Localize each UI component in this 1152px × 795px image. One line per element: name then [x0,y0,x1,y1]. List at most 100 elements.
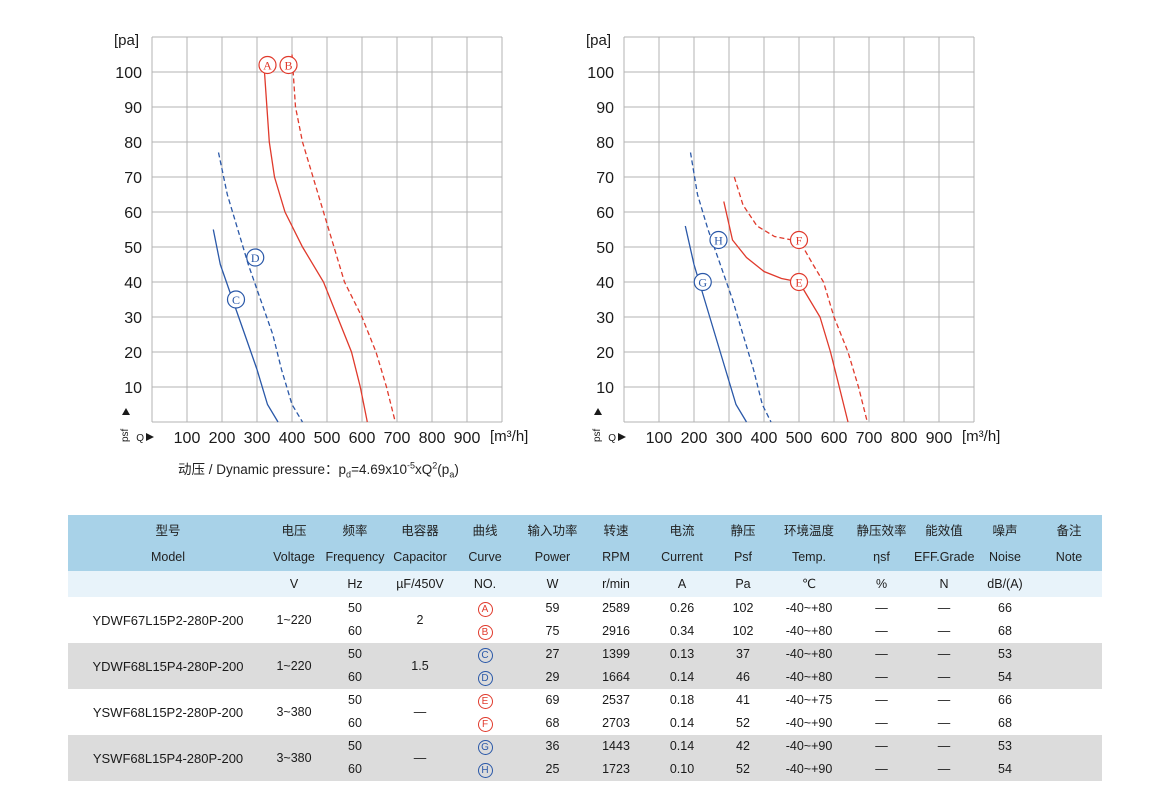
curve-cell: F [450,712,520,735]
table-row: 60 F 68 2703 0.14 52 -40~+90— —68 [68,712,1102,735]
note-cell [1036,620,1102,643]
table-row: YDWF68L15P4-280P-200 1~220 50 1.5 C 27 1399 0.1… [68,643,1102,689]
y-tick-label: 40 [124,275,142,292]
series-line-e [723,201,849,423]
curve-label-circle [693,272,712,292]
unit-cell: Hz [320,571,390,597]
y-tick-label: 10 [124,380,142,397]
voltage-cell: 3~380 [268,689,320,735]
temp-cell: -40~+90 [769,735,849,758]
x-tick-label: 900 [454,430,481,447]
header-en-cell: Power [520,543,585,571]
y-tick-label: 80 [596,135,614,152]
note-cell [1036,643,1102,666]
model-cell: YSWF68L15P4-280P-200 [68,735,268,781]
curve-cell: C [450,643,520,666]
power-cell: 25 [520,758,585,781]
frequency-cell: 60 [320,712,390,735]
table-row: 60 H 25 1723 0.10 52 -40~+90— —54 [68,758,1102,781]
noise-cell: 66 [974,597,1036,620]
current-cell: 0.14 [647,735,717,758]
frequency-cell: 60 [320,666,390,689]
current-cell: 0.14 [647,712,717,735]
header-cn-cell: 能效值 [914,515,974,543]
psf-cell: 102 [717,620,769,643]
series-line-d [217,152,304,423]
x-axis-unit: [m³/h] [962,428,1000,445]
unit-cell: ℃ [769,571,849,597]
header-cn-cell: 型号 [68,515,268,543]
unit-cell: A [647,571,717,597]
y-tick-label: 40 [596,275,614,292]
table-row: 60 B 75 2916 0.34 102 -40~+80— —68 [68,620,1102,643]
header-en-cell: Curve [450,543,520,571]
eff-grade-cell: — [914,620,974,643]
header-en-cell: Temp. [769,543,849,571]
model-cell: YSWF68L15P2-280P-200 [68,689,268,735]
note-cell [1036,758,1102,781]
header-en-cell: Voltage [268,543,320,571]
noise-cell: 53 [974,735,1036,758]
y-axis-unit: [pa] [114,32,139,49]
series-line-b [291,54,396,423]
psf-arrow [594,408,602,415]
table-row: YSWF68L15P4-280P-200 3~380 50— G 36 1443 0.14 4… [68,735,1102,781]
header-en-cell: Model [68,543,268,571]
y-tick-label: 30 [596,310,614,327]
rpm-cell: 2916 [585,620,647,643]
header-cn-cell: 电流 [647,515,717,543]
note-cell [1036,712,1102,735]
header-en-cell: Note [1036,543,1102,571]
current-cell: 0.14 [647,666,717,689]
header-en-cell: Current [647,543,717,571]
current-cell: 0.26 [647,597,717,620]
performance-charts: 10 20 30 40 50 60 70 80 90 100 [pa] psf Q 100 200 300 40… [114,32,1000,447]
x-tick-label: 500 [314,430,341,447]
current-cell: 0.10 [647,758,717,781]
psf-cell: 42 [717,735,769,758]
y-tick-label: 70 [124,170,142,187]
frequency-cell: 50 [320,597,390,620]
power-cell: 27 [520,643,585,666]
table-row: YSWF68L15P2-280P-200 3~380 50— E 69 2537 0.18 4… [68,689,1102,735]
model-cell: YDWF68L15P4-280P-200 [68,643,268,689]
y-tick-label: 20 [124,345,142,362]
psf-cell: 46 [717,666,769,689]
q-arrow [146,433,154,441]
x-tick-label: 900 [926,430,953,447]
y-tick-label: 10 [596,380,614,397]
curve-label: C [232,293,240,307]
curve-cell: H [450,758,520,781]
unit-cell: Pa [717,571,769,597]
current-cell: 0.13 [647,643,717,666]
y-tick-label: 90 [124,100,142,117]
header-en-cell: Psf [717,543,769,571]
curve-label: G [698,276,707,290]
curve-badge: H [477,763,493,778]
efficiency-cell: — [849,689,914,712]
unit-cell: µF/450V [390,571,450,597]
x-tick-label: 600 [349,430,376,447]
formula-sup2: 2 [432,460,438,471]
curve-badge: E [477,694,493,709]
model-cell: YDWF67L15P2-280P-200 [68,597,268,643]
x-tick-label: 300 [244,430,271,447]
power-cell: 75 [520,620,585,643]
voltage-cell: 1~220 [268,643,320,689]
table-row: YDWF67L15P2-280P-200 1~220 50 2 A 59 2589 0.26 1… [68,597,1102,643]
psf-label: psf [120,428,131,442]
x-tick-label: 800 [419,430,446,447]
curve-label-circle [258,55,277,75]
curve-label-circle [789,230,809,250]
unit-cell: N [914,571,974,597]
curve-label: A [263,59,272,73]
capacitor-cell: 2 [390,597,450,643]
header-en-cell: Noise [974,543,1036,571]
curve-cell: A [450,597,520,620]
header-cn-cell: 噪声 [974,515,1036,543]
x-axis-unit: [m³/h] [490,428,528,445]
curve-badge: C [477,648,493,663]
temp-cell: -40~+80 [769,666,849,689]
frequency-cell: 50 [320,735,390,758]
